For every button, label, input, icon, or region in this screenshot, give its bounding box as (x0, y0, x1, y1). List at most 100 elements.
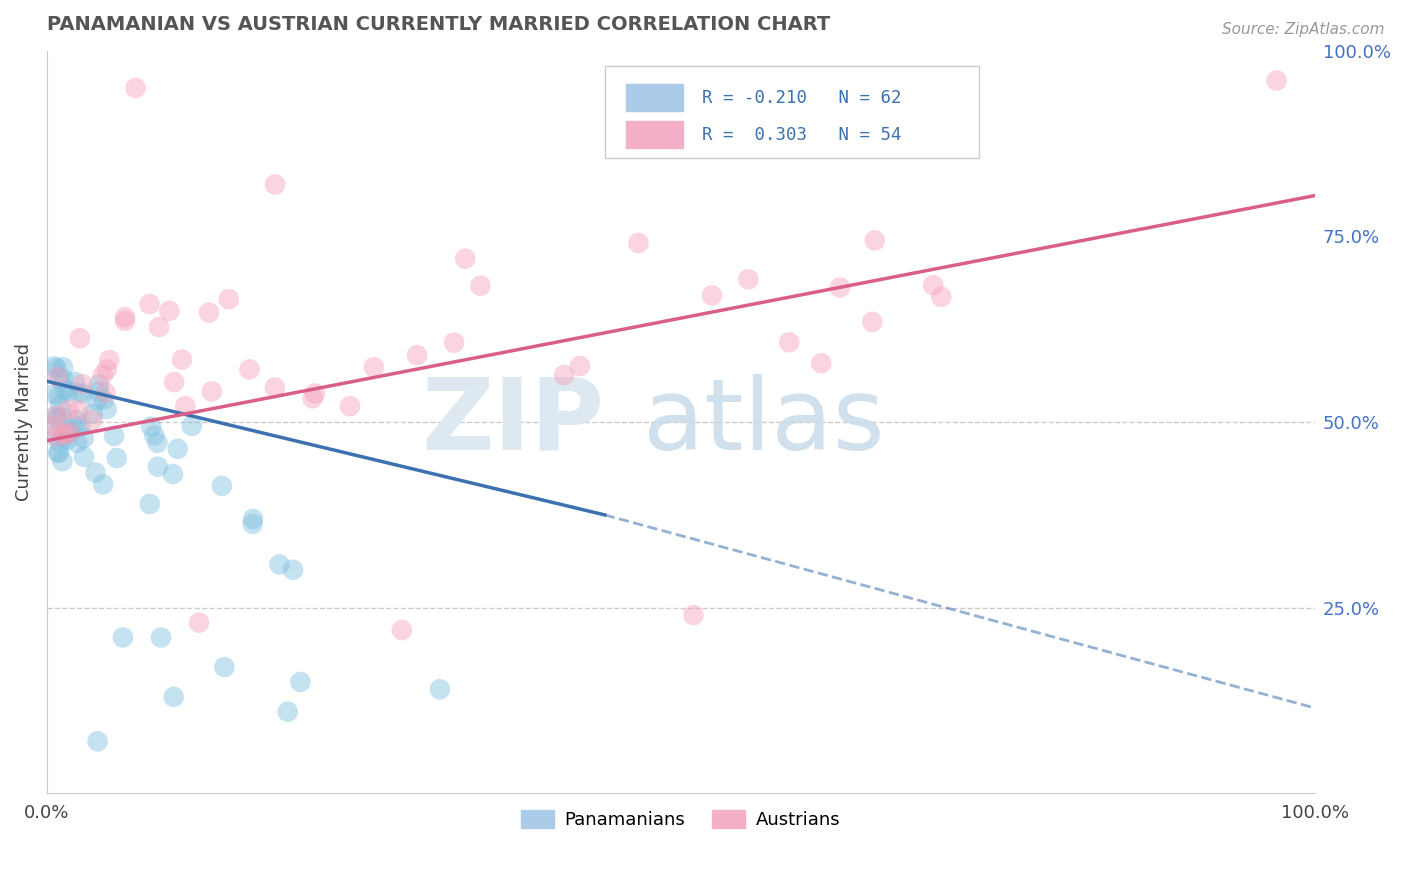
Point (264, 178, 287, 192)
Point (91, 477, 114, 491)
Legend: Panamanians, Austrians: Panamanians, Austrians (515, 803, 848, 837)
Point (67, 403, 90, 417)
FancyBboxPatch shape (605, 66, 979, 159)
Point (150, 631, 173, 645)
FancyBboxPatch shape (626, 121, 683, 148)
FancyBboxPatch shape (626, 84, 683, 111)
Point (103, 429, 125, 443)
Point (45, 409, 67, 424)
Point (470, 278, 492, 293)
Point (198, 305, 221, 319)
Point (55, 434, 77, 448)
Point (218, 292, 240, 306)
Point (124, 81, 146, 95)
Point (627, 236, 650, 251)
Point (98, 353, 121, 368)
Point (45, 361, 67, 376)
Point (553, 368, 575, 382)
Text: atlas: atlas (643, 374, 884, 471)
Point (929, 290, 952, 304)
Point (53, 426, 76, 441)
Point (569, 359, 592, 373)
Point (51, 410, 73, 425)
Point (105, 451, 128, 466)
Point (55, 427, 77, 442)
Point (174, 399, 197, 413)
Y-axis label: Currently Married: Currently Married (15, 343, 32, 501)
Point (339, 399, 361, 413)
Point (42, 427, 65, 442)
Point (91, 368, 114, 383)
Point (304, 386, 326, 401)
Point (86, 393, 108, 408)
Point (48, 389, 70, 403)
Point (53, 383, 76, 397)
Point (65, 420, 87, 434)
Point (162, 467, 184, 481)
Point (269, 558, 291, 572)
Point (96, 362, 118, 376)
Point (737, 272, 759, 286)
Point (828, 280, 851, 294)
Point (46, 446, 69, 460)
Point (429, 682, 451, 697)
Point (163, 375, 186, 389)
Point (860, 315, 883, 329)
Point (146, 435, 169, 450)
Point (700, 288, 723, 302)
Point (51, 454, 73, 468)
Point (163, 690, 186, 704)
Point (42, 418, 65, 433)
Point (443, 335, 465, 350)
Point (242, 512, 264, 526)
Point (82, 413, 104, 427)
Point (281, 563, 304, 577)
Point (56, 403, 79, 417)
Point (84, 466, 107, 480)
Point (810, 356, 832, 370)
Point (238, 362, 260, 376)
Text: ZIP: ZIP (422, 374, 605, 471)
Point (52, 360, 75, 375)
Point (86, 734, 108, 748)
Point (157, 304, 180, 318)
Text: R = -0.210   N = 62: R = -0.210 N = 62 (703, 88, 901, 107)
Point (45, 429, 67, 443)
Point (290, 675, 312, 690)
Point (166, 442, 188, 456)
Point (72, 386, 94, 401)
Point (48, 445, 70, 459)
Point (138, 297, 160, 311)
Point (52, 372, 75, 386)
Point (214, 660, 236, 674)
Point (93, 392, 115, 407)
Point (48, 371, 70, 385)
Point (46, 370, 69, 384)
Text: R =  0.303   N = 54: R = 0.303 N = 54 (703, 126, 901, 144)
Point (188, 615, 211, 630)
Point (63, 375, 86, 389)
Point (242, 516, 264, 531)
Point (778, 335, 800, 350)
Point (201, 384, 224, 399)
Point (139, 419, 162, 434)
Point (65, 413, 87, 427)
Point (48, 435, 70, 450)
Point (44, 387, 66, 401)
Point (682, 608, 704, 623)
Point (45, 411, 67, 425)
Text: PANAMANIAN VS AUSTRIAN CURRENTLY MARRIED CORRELATION CHART: PANAMANIAN VS AUSTRIAN CURRENTLY MARRIED… (46, 15, 830, 34)
Point (82, 407, 104, 421)
Point (139, 497, 162, 511)
Point (922, 278, 945, 293)
Point (143, 428, 166, 442)
Point (59, 424, 82, 438)
Point (49, 398, 72, 412)
Point (180, 418, 202, 433)
Point (58, 425, 80, 440)
Point (72, 431, 94, 445)
Point (114, 310, 136, 325)
Point (69, 331, 91, 345)
Point (146, 459, 169, 474)
Point (170, 352, 193, 367)
